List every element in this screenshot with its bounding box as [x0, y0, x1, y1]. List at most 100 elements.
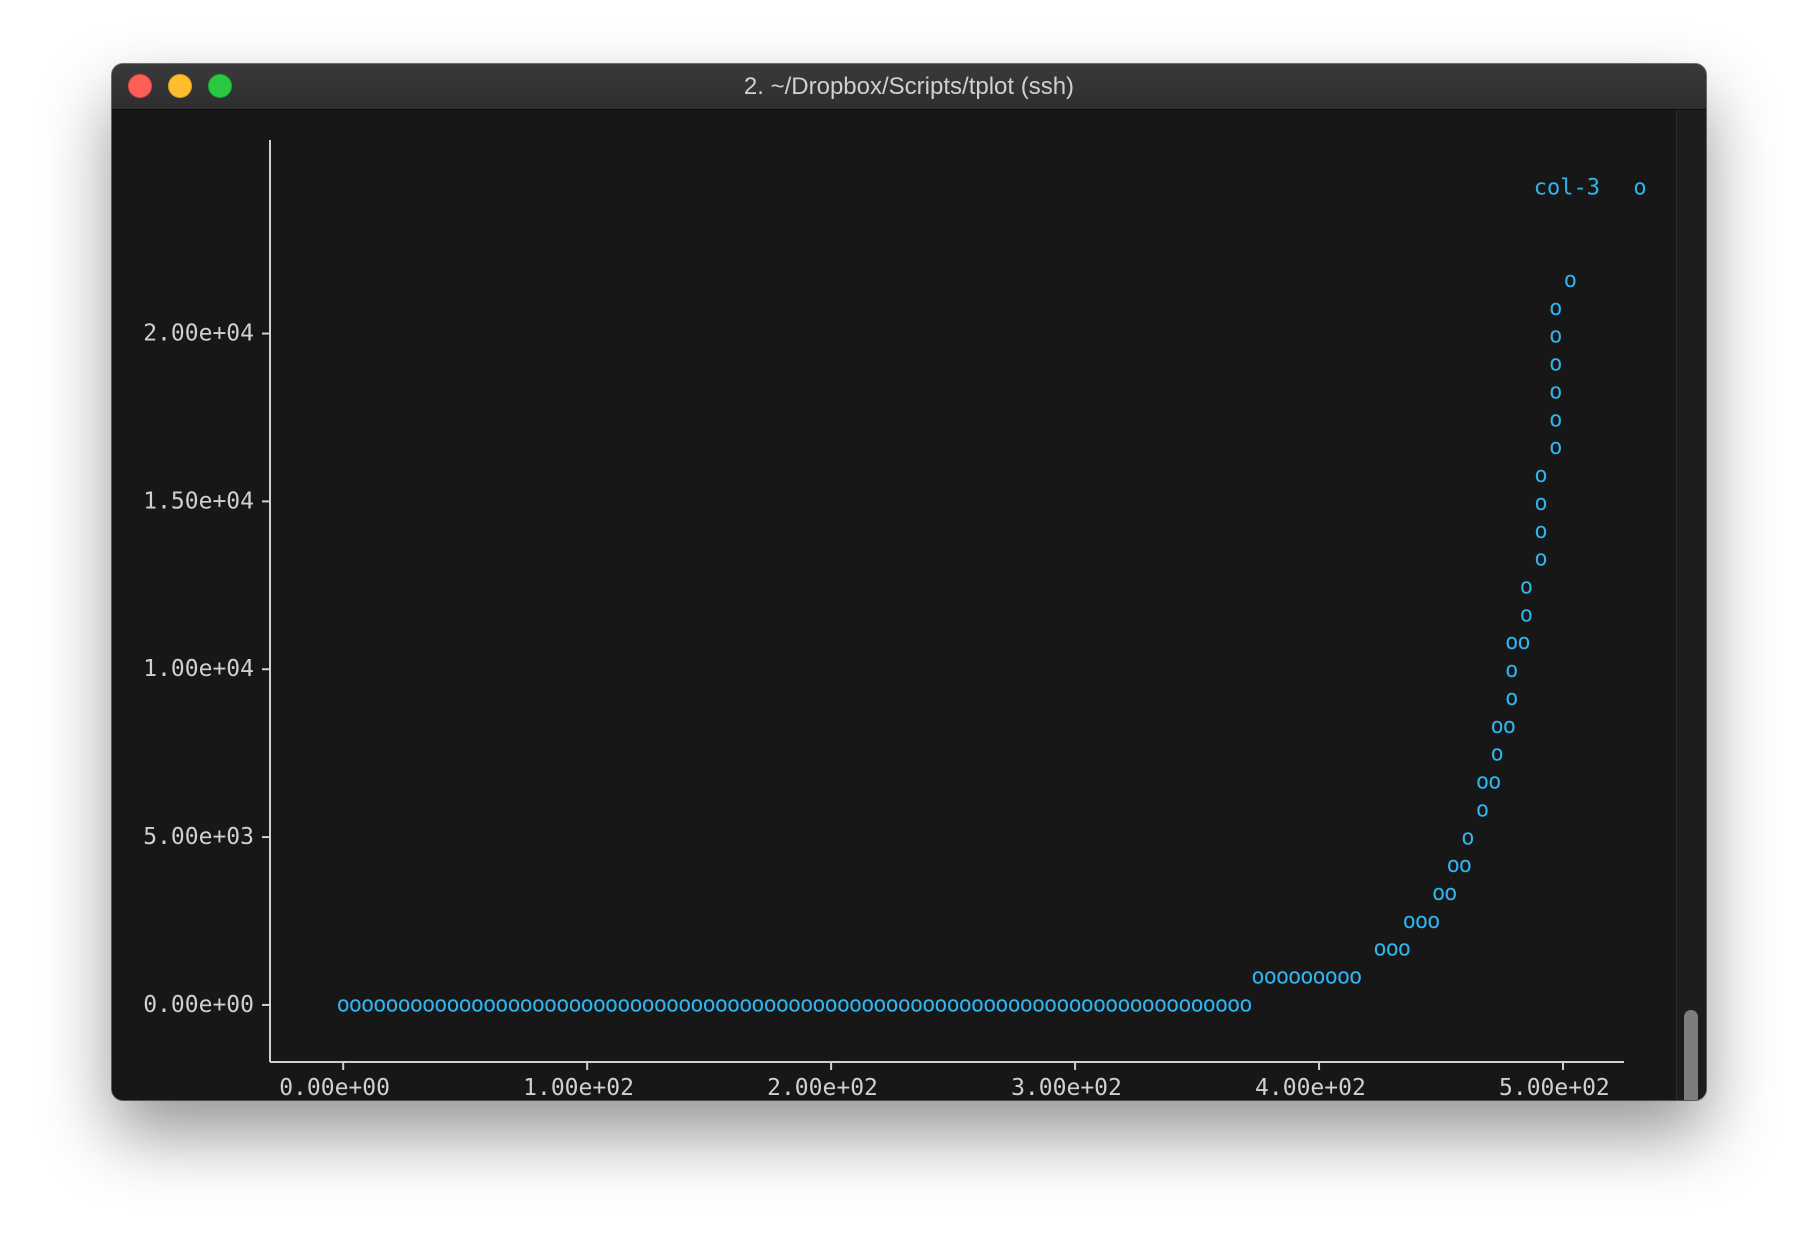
- data-point: o: [1459, 853, 1472, 878]
- data-point: o: [459, 992, 472, 1017]
- data-point: o: [715, 992, 728, 1017]
- data-point: o: [483, 992, 496, 1017]
- x-tick-label: 5.00e+02: [1499, 1075, 1610, 1100]
- data-point: o: [1476, 797, 1489, 822]
- data-point: o: [1415, 909, 1428, 934]
- x-tick-label: 4.00e+02: [1255, 1075, 1366, 1100]
- data-point: o: [373, 992, 386, 1017]
- y-tick-label: 2.00e+04: [143, 321, 254, 347]
- data-point: o: [1264, 965, 1277, 990]
- data-point: o: [507, 992, 520, 1017]
- data-point: o: [1505, 658, 1518, 683]
- data-point: o: [1503, 714, 1516, 739]
- data-point: o: [1398, 937, 1411, 962]
- data-point: o: [1020, 992, 1033, 1017]
- data-point: o: [1476, 770, 1489, 795]
- data-point: o: [727, 992, 740, 1017]
- x-tick-label: 0.00e+00: [279, 1075, 390, 1100]
- data-point: o: [1117, 992, 1130, 1017]
- legend-label: col-3: [1534, 176, 1600, 201]
- data-point: o: [1312, 965, 1325, 990]
- zoom-window-button[interactable]: [208, 74, 232, 98]
- data-point: o: [617, 992, 630, 1017]
- data-point: o: [642, 992, 655, 1017]
- data-point: o: [1534, 547, 1547, 572]
- data-point: o: [629, 992, 642, 1017]
- data-point: o: [1564, 268, 1577, 293]
- data-point: o: [1534, 491, 1547, 516]
- x-axis-ticks: 0.00e+00 1.00e+02 2.00e+02 3.00e+02 4.00e+02…: [279, 1062, 1610, 1100]
- y-tick-label: 1.00e+04: [143, 656, 254, 682]
- data-point: o: [1142, 992, 1155, 1017]
- data-point: o: [337, 992, 350, 1017]
- data-point: o: [1517, 630, 1530, 655]
- data-point: o: [1549, 379, 1562, 404]
- data-point: o: [812, 992, 825, 1017]
- data-point: o: [678, 992, 691, 1017]
- data-point: o: [1549, 352, 1562, 377]
- x-tick-label: 3.00e+02: [1011, 1075, 1122, 1100]
- data-point: o: [495, 992, 508, 1017]
- data-point: o: [824, 992, 837, 1017]
- legend-marker: o: [1633, 176, 1646, 201]
- y-tick-label: 0.00e+00: [143, 992, 254, 1018]
- data-point: o: [422, 992, 435, 1017]
- scrollbar[interactable]: [1676, 110, 1706, 1100]
- data-point: o: [593, 992, 606, 1017]
- data-point: o: [1093, 992, 1106, 1017]
- data-point: o: [751, 992, 764, 1017]
- data-point: o: [1056, 992, 1069, 1017]
- data-point: o: [1447, 853, 1460, 878]
- data-point: o: [410, 992, 423, 1017]
- legend: col-3 o: [1534, 176, 1647, 201]
- data-point: o: [959, 992, 972, 1017]
- data-point: o: [605, 992, 618, 1017]
- data-points: oooooooooooooooooooooooooooooooooooooooo…: [337, 268, 1577, 1017]
- data-point: o: [1190, 992, 1203, 1017]
- scrollbar-thumb[interactable]: [1684, 1010, 1698, 1100]
- data-point: o: [1239, 992, 1252, 1017]
- data-point: o: [1276, 965, 1289, 990]
- data-point: o: [861, 992, 874, 1017]
- data-point: o: [922, 992, 935, 1017]
- x-tick-label: 2.00e+02: [767, 1075, 878, 1100]
- data-point: o: [1444, 881, 1457, 906]
- minimize-window-button[interactable]: [168, 74, 192, 98]
- terminal-output[interactable]: 0.00e+00 5.00e+03 1.00e+04 1.50e+04 2.00e+04…: [112, 110, 1676, 1100]
- data-point: o: [910, 992, 923, 1017]
- data-point: o: [434, 992, 447, 1017]
- data-point: o: [703, 992, 716, 1017]
- title-bar[interactable]: 2. ~/Dropbox/Scripts/tplot (ssh): [112, 64, 1706, 110]
- data-point: o: [1386, 937, 1399, 962]
- data-point: o: [1488, 770, 1501, 795]
- terminal-window[interactable]: 2. ~/Dropbox/Scripts/tplot (ssh) 0.00e+0…: [112, 64, 1706, 1100]
- data-point: o: [1432, 881, 1445, 906]
- data-point: o: [1166, 992, 1179, 1017]
- data-point: o: [995, 992, 1008, 1017]
- data-point: o: [1129, 992, 1142, 1017]
- data-point: o: [1215, 992, 1228, 1017]
- data-point: o: [581, 992, 594, 1017]
- data-point: o: [544, 992, 557, 1017]
- data-point: o: [1505, 686, 1518, 711]
- data-point: o: [1427, 909, 1440, 934]
- data-point: o: [800, 992, 813, 1017]
- data-point: o: [837, 992, 850, 1017]
- data-point: o: [934, 992, 947, 1017]
- close-window-button[interactable]: [128, 74, 152, 98]
- data-point: o: [1505, 630, 1518, 655]
- data-point: o: [532, 992, 545, 1017]
- data-point: o: [1300, 965, 1313, 990]
- plot-axes: [269, 140, 1624, 1063]
- data-point: o: [873, 992, 886, 1017]
- data-point: o: [1534, 463, 1547, 488]
- data-point: o: [1068, 992, 1081, 1017]
- data-point: o: [1549, 296, 1562, 321]
- data-point: o: [1081, 992, 1094, 1017]
- data-point: o: [1491, 742, 1504, 767]
- data-point: o: [885, 992, 898, 1017]
- y-tick-label: 5.00e+03: [143, 824, 254, 850]
- y-tick-label: 1.50e+04: [143, 488, 254, 514]
- data-point: o: [1549, 407, 1562, 432]
- data-point: o: [1337, 965, 1350, 990]
